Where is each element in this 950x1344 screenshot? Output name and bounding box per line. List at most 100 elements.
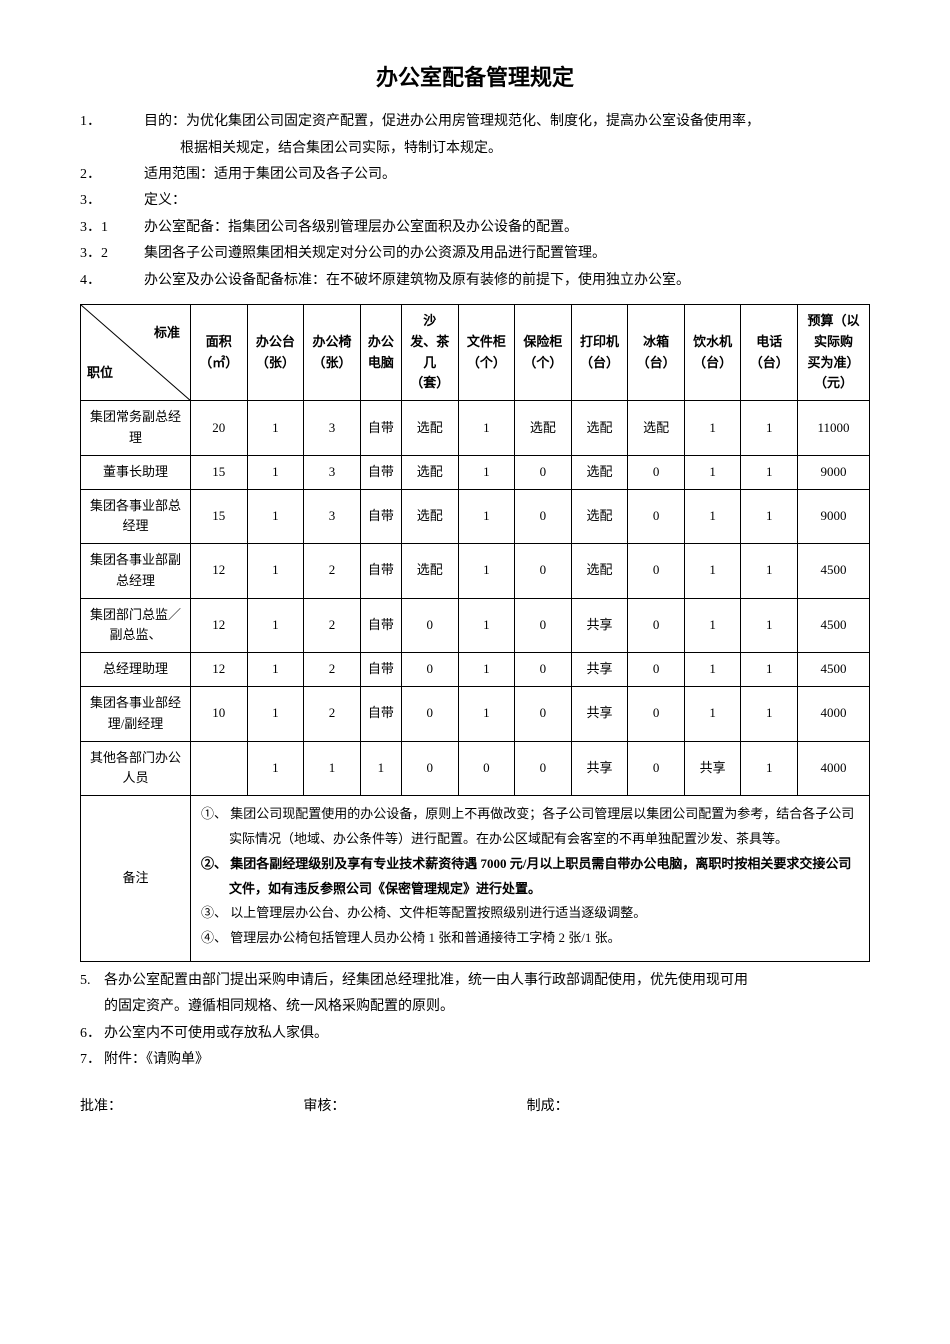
cell-value: 1 <box>741 544 798 599</box>
col-water: 饮水机（台） <box>684 304 741 400</box>
cell-value: 选配 <box>401 489 458 544</box>
sig-review: 审核： <box>303 1096 526 1118</box>
cell-value: 共享 <box>571 598 628 653</box>
cell-value: 1 <box>458 489 515 544</box>
col-printer: 打印机（台） <box>571 304 628 400</box>
item-num: 3．1 <box>80 217 144 239</box>
notes-label: 备注 <box>81 796 191 962</box>
item-num-empty <box>80 138 144 160</box>
item-text: 办公室及办公设备配备标准：在不破坏原建筑物及原有装修的前提下，使用独立办公室。 <box>144 270 870 292</box>
cell-value: 选配 <box>571 544 628 599</box>
cell-value: 1 <box>741 598 798 653</box>
item-1-cont: 根据相关规定，结合集团公司实际，特制订本规定。 <box>80 138 870 160</box>
cell-value: 4500 <box>798 653 870 687</box>
col-cabinet: 文件柜（个） <box>458 304 515 400</box>
item-text: 定义： <box>144 190 870 212</box>
cell-value: 3 <box>304 401 361 456</box>
cell-value: 1 <box>684 687 741 742</box>
cell-value: 9000 <box>798 489 870 544</box>
table-row: 集团部门总监／副总监、1212自带010共享0114500 <box>81 598 870 653</box>
page-title: 办公室配备管理规定 <box>80 60 870 95</box>
cell-position: 其他各部门办公人员 <box>81 741 191 796</box>
cell-value: 0 <box>515 455 572 489</box>
cell-value: 1 <box>741 401 798 456</box>
item-5-cont: 的固定资产。遵循相同规格、统一风格采购配置的原则。 <box>80 996 870 1018</box>
cell-value: 2 <box>304 653 361 687</box>
item-num: 6． <box>80 1023 104 1045</box>
col-sofa: 沙发、茶几（套） <box>401 304 458 400</box>
notes-content: ①、 集团公司现配置使用的办公设备，原则上不再做改变；各子公司管理层以集团公司配… <box>191 796 870 962</box>
intro-list: 1． 目的：为优化集团公司固定资产配置，促进办公用房管理规范化、制度化，提高办公… <box>80 111 870 292</box>
note-1a: ①、 集团公司现配置使用的办公设备，原则上不再做改变；各子公司管理层以集团公司配… <box>201 804 859 825</box>
cell-value: 1 <box>741 687 798 742</box>
cell-value: 1 <box>247 598 304 653</box>
table-header-row: 标准 职位 面积（㎡） 办公台（张） 办公椅（张） 办公电脑 沙发、茶几（套） … <box>81 304 870 400</box>
cell-value: 1 <box>247 544 304 599</box>
cell-value: 0 <box>628 653 685 687</box>
item-text: 根据相关规定，结合集团公司实际，特制订本规定。 <box>144 138 870 160</box>
cell-position: 集团各事业部经理/副经理 <box>81 687 191 742</box>
cell-value: 0 <box>628 598 685 653</box>
cell-value: 0 <box>515 687 572 742</box>
cell-value: 选配 <box>401 544 458 599</box>
cell-value: 1 <box>684 489 741 544</box>
cell-value: 12 <box>191 544 248 599</box>
cell-value: 共享 <box>571 687 628 742</box>
cell-value: 1 <box>304 741 361 796</box>
cell-value: 2 <box>304 544 361 599</box>
item-5: 5. 各办公室配置由部门提出采购申请后，经集团总经理批准，统一由人事行政部调配使… <box>80 970 870 992</box>
col-chair: 办公椅（张） <box>304 304 361 400</box>
col-area: 面积（㎡） <box>191 304 248 400</box>
cell-value: 0 <box>628 741 685 796</box>
cell-value: 选配 <box>628 401 685 456</box>
cell-value: 1 <box>684 653 741 687</box>
cell-value: 1 <box>247 741 304 796</box>
cell-value: 2 <box>304 598 361 653</box>
cell-value: 1 <box>458 544 515 599</box>
sig-made: 制成： <box>527 1096 750 1118</box>
cell-value: 自带 <box>360 489 401 544</box>
cell-value: 1 <box>458 687 515 742</box>
cell-value: 0 <box>628 455 685 489</box>
diag-header: 标准 职位 <box>81 304 191 400</box>
cell-value: 共享 <box>571 653 628 687</box>
cell-value: 12 <box>191 653 248 687</box>
item-6: 6． 办公室内不可使用或存放私人家俱。 <box>80 1023 870 1045</box>
item-num: 1． <box>80 111 144 133</box>
cell-value: 选配 <box>571 401 628 456</box>
item-1: 1． 目的：为优化集团公司固定资产配置，促进办公用房管理规范化、制度化，提高办公… <box>80 111 870 133</box>
col-budget: 预算（以实际购买为准）（元） <box>798 304 870 400</box>
cell-value: 选配 <box>571 455 628 489</box>
item-num: 3．2 <box>80 243 144 265</box>
cell-value: 1 <box>247 401 304 456</box>
cell-value: 10 <box>191 687 248 742</box>
cell-value: 自带 <box>360 598 401 653</box>
item-text: 目的：为优化集团公司固定资产配置，促进办公用房管理规范化、制度化，提高办公室设备… <box>144 111 870 133</box>
cell-value: 0 <box>401 741 458 796</box>
col-fridge: 冰箱（台） <box>628 304 685 400</box>
cell-value: 0 <box>628 489 685 544</box>
table-row: 集团常务副总经理2013自带选配1选配选配选配1111000 <box>81 401 870 456</box>
notes-row: 备注 ①、 集团公司现配置使用的办公设备，原则上不再做改变；各子公司管理层以集团… <box>81 796 870 962</box>
cell-value: 0 <box>401 653 458 687</box>
item-3-2: 3．2 集团各子公司遵照集团相关规定对分公司的办公资源及用品进行配置管理。 <box>80 243 870 265</box>
table-row: 集团各事业部总经理1513自带选配10选配0119000 <box>81 489 870 544</box>
cell-value: 0 <box>515 598 572 653</box>
item-2: 2． 适用范围：适用于集团公司及各子公司。 <box>80 164 870 186</box>
item-num: 5. <box>80 970 104 992</box>
diag-top-label: 标准 <box>154 323 180 344</box>
item-num-empty <box>80 996 104 1018</box>
cell-position: 集团各事业部副总经理 <box>81 544 191 599</box>
cell-value: 选配 <box>401 455 458 489</box>
cell-value: 自带 <box>360 401 401 456</box>
cell-value: 15 <box>191 455 248 489</box>
item-text: 的固定资产。遵循相同规格、统一风格采购配置的原则。 <box>104 996 870 1018</box>
item-text: 办公室内不可使用或存放私人家俱。 <box>104 1023 870 1045</box>
cell-value: 1 <box>458 401 515 456</box>
item-num: 2． <box>80 164 144 186</box>
table-row: 其他各部门办公人员111000共享0共享14000 <box>81 741 870 796</box>
note-2b: 文件，如有违反参照公司《保密管理规定》进行处置。 <box>201 879 859 900</box>
cell-value: 0 <box>515 489 572 544</box>
cell-position: 总经理助理 <box>81 653 191 687</box>
cell-value: 9000 <box>798 455 870 489</box>
